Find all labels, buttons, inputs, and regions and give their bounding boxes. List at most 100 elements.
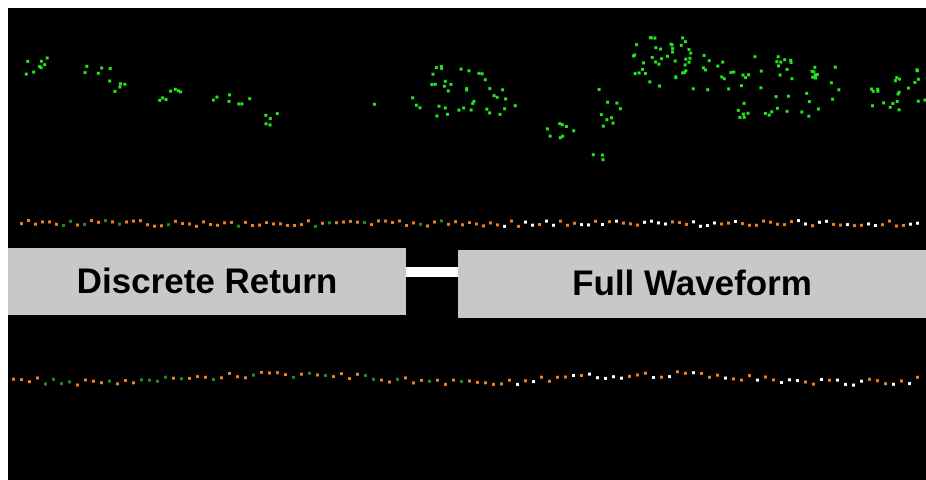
ground-point [828,378,831,382]
canopy-point [706,88,710,92]
ground-point [692,371,695,375]
ground-point [790,220,793,224]
ground-point [279,222,282,226]
canopy-point [264,122,268,126]
canopy-point [100,66,104,70]
canopy-point [660,57,664,61]
canopy-point [503,107,507,111]
ground-point [881,223,884,227]
canopy-point [729,71,733,74]
canopy-point [38,65,41,69]
ground-point [608,220,611,224]
canopy-point [430,83,434,86]
ground-point [419,222,422,226]
ground-point [160,224,163,228]
ground-point [780,381,783,384]
canopy-point [732,70,736,74]
ground-point [508,378,511,382]
canopy-point [169,89,173,93]
ground-point [908,382,911,386]
ground-point [404,376,407,380]
ground-point [740,378,743,382]
canopy-point [176,89,180,93]
ground-point [580,223,583,227]
canopy-point [43,63,47,67]
canopy-point [896,92,900,96]
ground-point [196,375,199,379]
canopy-point [605,118,609,122]
ground-point [28,380,31,384]
ground-point [316,373,319,377]
canopy-point [671,47,675,51]
canopy-point [722,77,726,81]
ground-point [769,220,772,224]
canopy-point [702,54,706,57]
canopy-point [720,75,724,79]
canopy-point [600,153,604,157]
canopy-point [738,115,742,119]
canopy-point [767,113,771,117]
discrete-return-label: Discrete Return [8,248,406,315]
ground-point [622,221,625,225]
ground-point [636,373,639,377]
ground-point [321,221,324,225]
canopy-point [811,75,815,79]
canopy-point [807,114,811,118]
ground-point [531,223,534,227]
ground-point [895,224,898,228]
canopy-point [837,88,841,92]
ground-point [545,219,548,223]
canopy-point [741,112,745,116]
canopy-point [915,69,919,73]
canopy-point [742,115,746,119]
ground-point [300,223,303,227]
canopy-point [681,71,685,75]
canopy-point [897,77,901,81]
ground-point [308,371,311,375]
ground-point [601,223,604,226]
canopy-point [548,134,552,138]
ground-point [461,223,464,227]
ground-point [428,379,431,383]
canopy-point [816,107,820,111]
canopy-point [870,87,873,91]
canopy-point [741,73,745,77]
canopy-point [833,65,837,69]
canopy-point [876,87,880,91]
ground-point [124,379,127,382]
ground-point [652,376,655,379]
ground-point [566,223,569,227]
ground-point [868,377,871,381]
ground-point [476,380,479,384]
ground-point [615,219,618,223]
canopy-point [775,60,779,64]
canopy-point [684,57,688,61]
canopy-point [558,136,562,140]
ground-point [140,378,143,382]
canopy-point [227,99,231,103]
canopy-point [747,73,751,77]
ground-point [839,223,842,227]
canopy-point [789,58,793,62]
canopy-point [727,87,731,91]
ground-point [475,222,478,226]
ground-point [594,219,597,223]
ground-point [700,371,703,375]
canopy-point [893,79,897,83]
ground-point [684,371,687,375]
ground-point [436,378,439,382]
canopy-point [671,50,674,54]
ground-point [209,223,212,226]
canopy-point [871,89,875,93]
ground-point [284,373,287,377]
ground-point [391,221,394,224]
canopy-point [871,104,874,108]
ground-point [41,220,44,224]
ground-point [380,378,383,382]
ground-point [671,220,674,224]
canopy-point [433,82,437,86]
canopy-point [108,67,112,70]
ground-point [916,221,919,225]
canopy-point [480,72,484,76]
ground-point [664,222,667,226]
